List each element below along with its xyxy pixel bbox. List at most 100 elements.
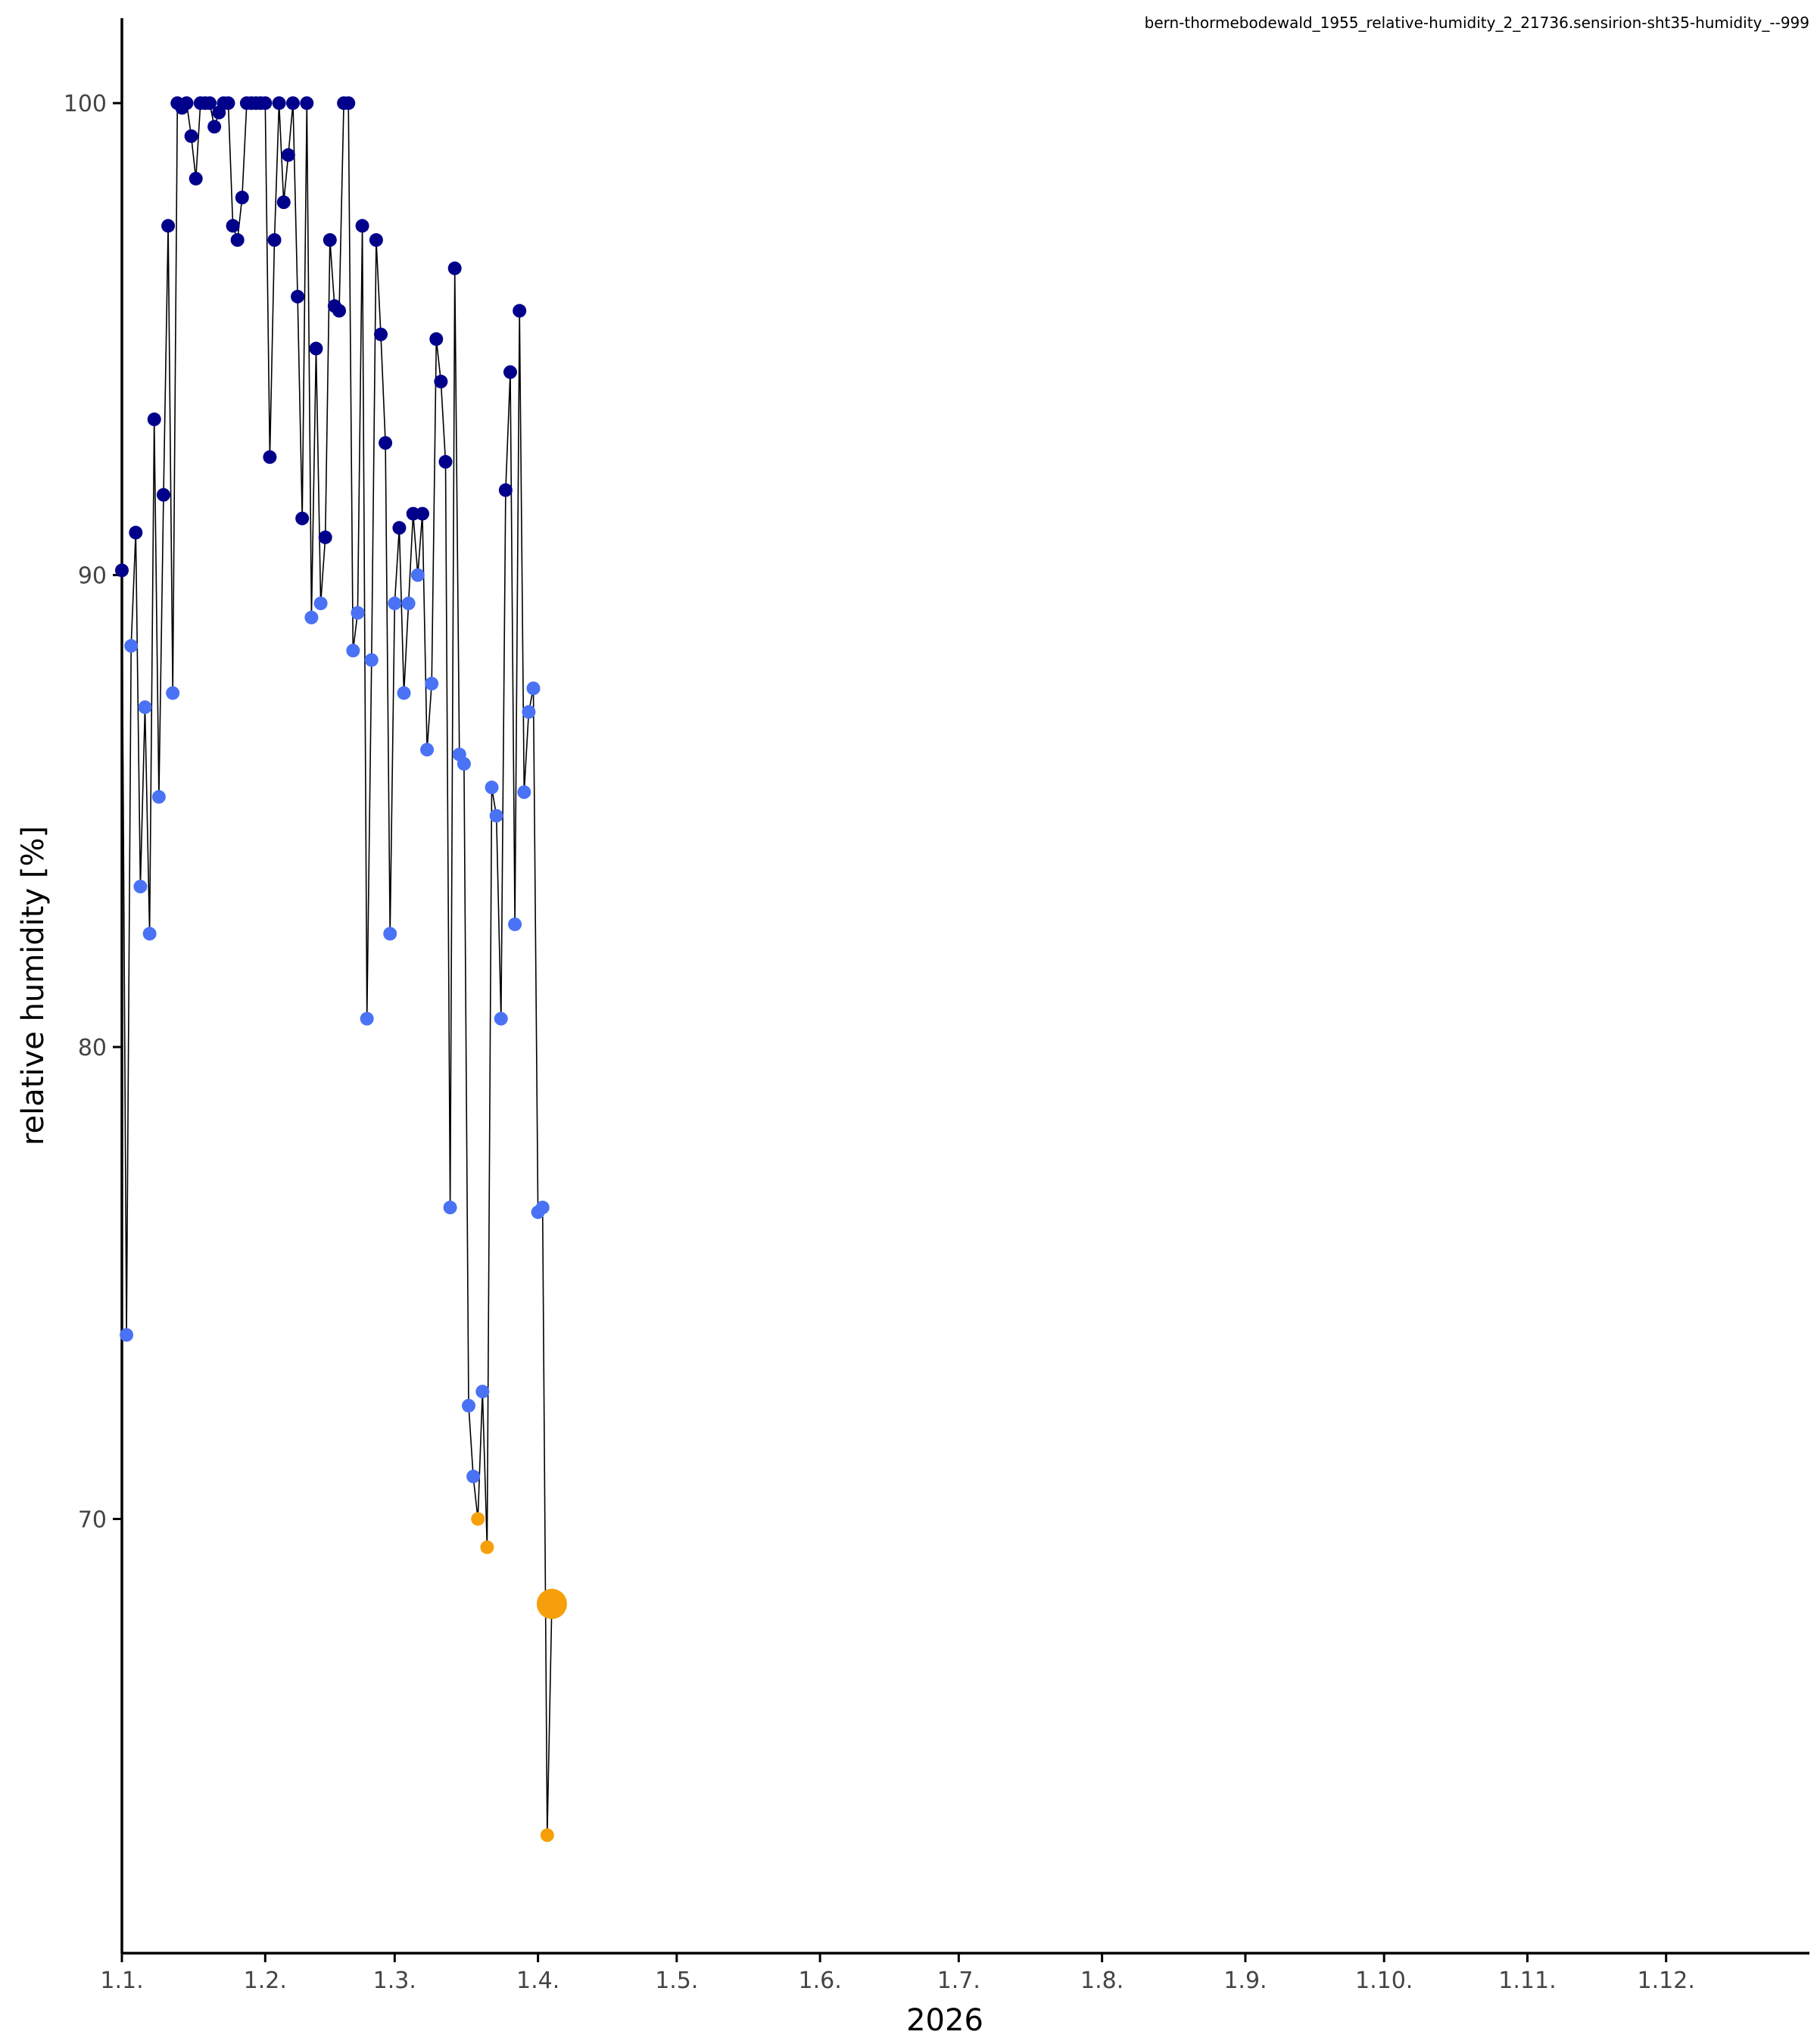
data-point [494,1011,508,1026]
data-point [364,653,379,667]
data-point [462,1398,476,1413]
data-point [156,488,170,502]
data-point [221,96,235,111]
data-point [485,781,499,795]
data-point [401,597,416,611]
latest-data-point [536,1588,567,1619]
data-point [480,1540,494,1554]
data-point [129,525,143,540]
data-point [323,233,337,248]
data-point [360,1011,374,1026]
data-point [388,597,402,611]
data-point [304,610,319,625]
data-point [124,639,139,653]
data-point [489,809,503,823]
data-point [189,171,203,185]
data-point [466,1469,481,1484]
x-tick-label: 1.12. [1638,1968,1695,1994]
data-point [503,365,517,379]
data-point [138,700,152,715]
data-point [429,332,444,346]
data-point [434,375,448,389]
data-point [379,436,393,450]
x-tick-label: 1.7. [937,1968,980,1994]
x-tick-label: 1.9. [1223,1968,1267,1994]
data-point [272,96,286,111]
data-point [115,563,129,578]
data-point [285,96,300,111]
y-tick-label: 70 [78,1507,107,1533]
data-point [313,597,328,611]
x-tick-label: 1.3. [373,1968,416,1994]
data-point [309,341,323,356]
y-tick-label: 90 [78,563,107,590]
data-point [203,96,217,111]
data-point [526,681,541,696]
data-point [383,927,397,941]
data-point [276,195,291,210]
chart-title: bern-thormebodewald_1955_relative-humidi… [1145,14,1809,32]
x-tick-label: 1.4. [516,1968,559,1994]
x-tick-label: 1.1. [100,1968,143,1994]
data-point [166,686,180,700]
x-tick-label: 1.11. [1498,1968,1556,1994]
y-tick-label: 80 [78,1035,107,1061]
data-point [120,1328,134,1342]
data-point [226,219,240,233]
x-tick-label: 1.8. [1080,1968,1124,1994]
x-tick-label: 1.2. [244,1968,287,1994]
data-point [235,190,249,204]
data-point [355,219,369,233]
data-point [498,483,513,497]
data-point [281,148,295,162]
data-point [133,880,148,894]
data-point [410,568,425,582]
data-point [438,455,453,469]
data-point [420,743,435,757]
x-axis-title: 2026 [906,2003,983,2038]
data-point [291,289,305,304]
data-point [318,530,332,544]
data-point [475,1385,490,1399]
data-point [142,927,157,941]
data-points [115,96,567,1843]
data-point [447,261,462,276]
data-point [373,327,388,341]
data-point [443,1201,457,1215]
axis-ticks: 70 80 90 100 1.1. 1.2. 1.3. 1.4. 1.5. 1.6. 1.7. 1.8… [64,91,1695,1994]
x-tick-label: 1.6. [799,1968,842,1994]
data-point [457,756,471,771]
data-point [415,506,429,521]
y-tick-label: 100 [64,91,107,117]
data-point [151,790,166,804]
data-point [161,219,176,233]
data-point [522,705,536,719]
y-axis-title: relative humidity [%] [16,826,51,1145]
series-line [121,101,553,1836]
data-point [471,1512,485,1526]
data-point [392,521,407,535]
data-point [369,233,383,248]
data-point [341,96,356,111]
data-point [267,233,282,248]
data-point [184,129,198,143]
data-point [147,412,161,426]
data-point [179,96,194,111]
data-point [540,1828,554,1843]
data-point [300,96,314,111]
data-point [425,677,439,691]
data-point [207,120,222,134]
data-point [517,785,531,799]
data-point [263,450,277,464]
data-point [230,233,245,248]
x-tick-label: 1.5. [655,1968,698,1994]
data-point [295,511,310,525]
data-point [397,686,411,700]
data-point [535,1201,550,1215]
data-point [332,304,347,318]
data-point [513,304,527,318]
x-tick-label: 1.10. [1355,1968,1413,1994]
data-point [346,643,360,658]
data-point [258,96,273,111]
